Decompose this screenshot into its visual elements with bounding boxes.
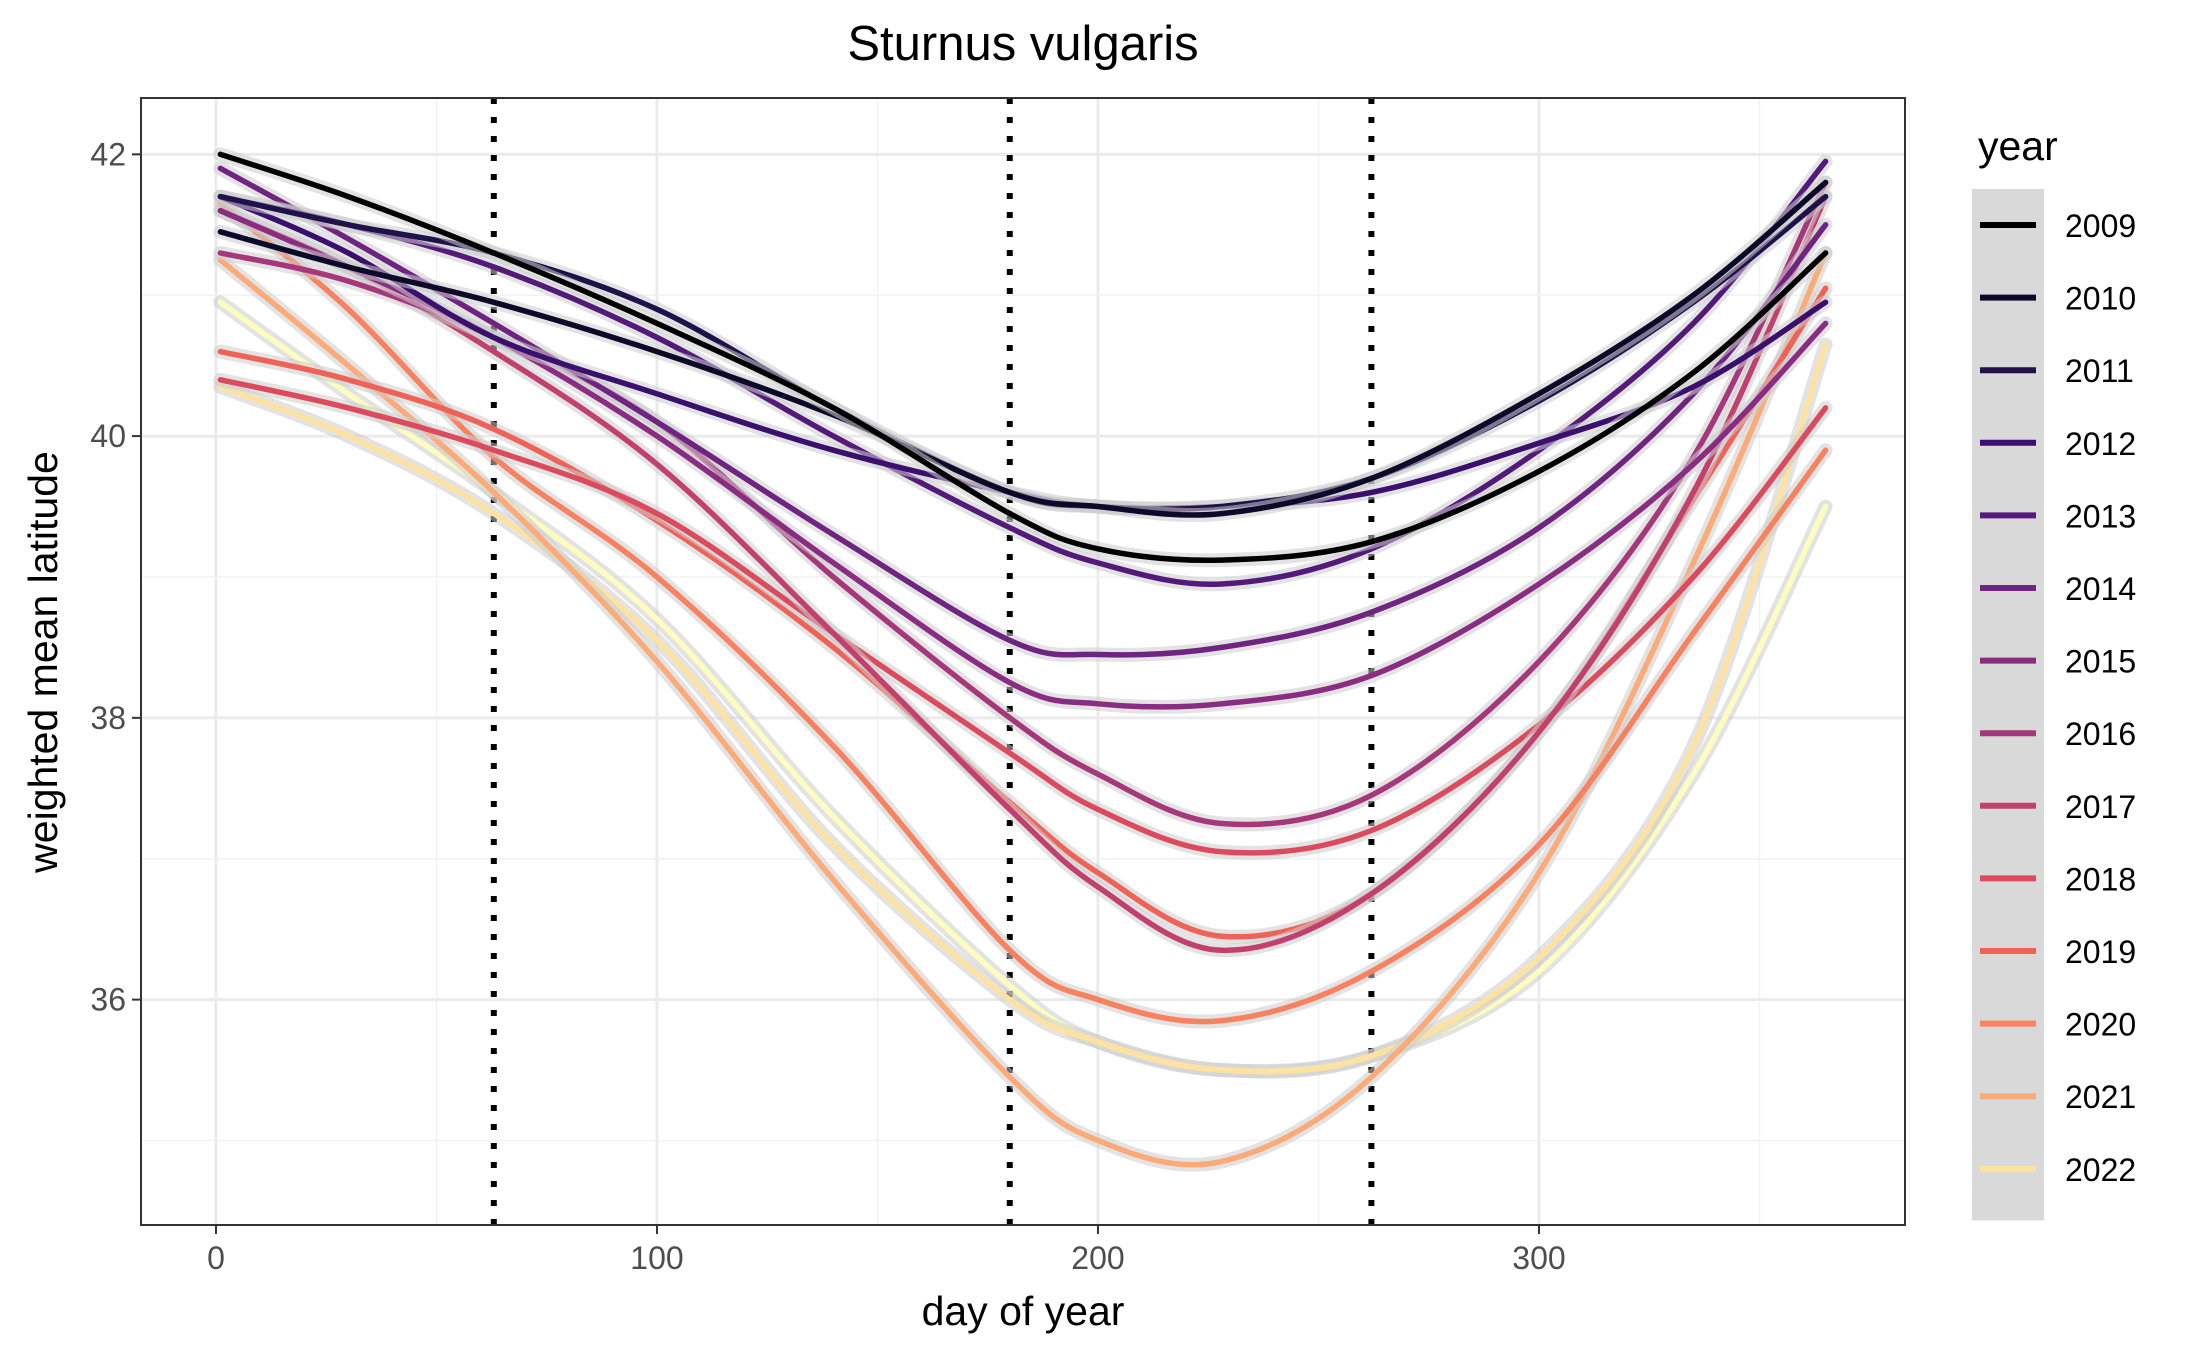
x-axis-ticks: 0 100 200 300 (207, 1225, 1566, 1276)
series-line-2014 (217, 165, 1829, 658)
legend-key-background (1972, 189, 2044, 1221)
legend-label-2016: 2016 (2065, 716, 2136, 752)
x-tick-label: 0 (207, 1240, 225, 1276)
legend: 2009 2010 2011 2012 2013 2014 2015 2016 2017 2018… (1972, 189, 2136, 1221)
y-tick-label: 42 (90, 136, 126, 172)
legend-label-2019: 2019 (2065, 934, 2136, 970)
series-lines (213, 147, 1833, 1172)
y-tick-label: 40 (90, 418, 126, 454)
y-axis-ticks: 36 38 40 42 (90, 136, 141, 1018)
series-line-2022 (217, 341, 1829, 1075)
y-axis-title: weighted mean latitude (20, 451, 66, 874)
series-line-2013 (217, 158, 1829, 588)
y-tick-label: 38 (90, 700, 126, 736)
series-line-2009 (217, 151, 1829, 564)
series-line-2010 (217, 179, 1829, 518)
legend-label-2021: 2021 (2065, 1079, 2136, 1115)
series-line-2017 (217, 193, 1829, 954)
legend-label-2012: 2012 (2065, 426, 2136, 462)
legend-label-2018: 2018 (2065, 861, 2136, 897)
series-line-2021 (217, 250, 1829, 1168)
legend-label-2017: 2017 (2065, 789, 2136, 825)
series-line-2018 (217, 377, 1829, 856)
legend-label-2015: 2015 (2065, 644, 2136, 680)
x-tick-label: 300 (1512, 1240, 1565, 1276)
x-axis-title: day of year (922, 1288, 1125, 1334)
legend-label-2011: 2011 (2065, 353, 2134, 389)
panel-border (140, 97, 1906, 1226)
x-tick-label: 200 (1071, 1240, 1124, 1276)
legend-label-2013: 2013 (2065, 498, 2136, 534)
x-tick-label: 100 (630, 1240, 683, 1276)
chart-title: Sturnus vulgaris (847, 17, 1198, 71)
legend-label-2020: 2020 (2065, 1007, 2136, 1043)
legend-label-2009: 2009 (2065, 208, 2136, 244)
legend-label-2010: 2010 (2065, 281, 2136, 317)
legend-label-2022: 2022 (2065, 1152, 2136, 1188)
y-tick-label: 36 (90, 982, 126, 1018)
legend-title: year (1978, 123, 2058, 169)
legend-label-2014: 2014 (2065, 571, 2136, 607)
